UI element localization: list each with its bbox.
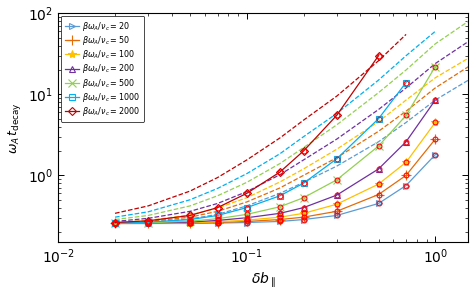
$\beta\omega_A/\nu_c = 20$ xyxy=(334,214,339,217)
$\beta\omega_A/\nu_c = 1000$ xyxy=(187,218,193,221)
$\beta\omega_A/\nu_c = 100$ xyxy=(334,202,339,206)
$\beta\omega_A/\nu_c = 2000$ xyxy=(112,221,118,224)
$\beta\omega_A/\nu_c = 1000$ xyxy=(146,220,151,224)
$\beta\omega_A/\nu_c = 200$ xyxy=(301,206,306,209)
$\beta\omega_A/\nu_c = 50$ xyxy=(432,137,438,141)
$\beta\omega_A/\nu_c = 200$ xyxy=(334,193,339,197)
$\beta\omega_A/\nu_c = 500$ xyxy=(376,144,382,148)
$\beta\omega_A/\nu_c = 200$ xyxy=(215,219,220,222)
$\beta\omega_A/\nu_c = 100$ xyxy=(112,222,118,225)
$\beta\omega_A/\nu_c = 1000$ xyxy=(112,221,118,225)
$\beta\omega_A/\nu_c = 20$ xyxy=(403,184,409,187)
Line: $\beta\omega_A/\nu_c = 200$: $\beta\omega_A/\nu_c = 200$ xyxy=(111,96,439,227)
$\beta\omega_A/\nu_c = 100$ xyxy=(187,221,193,225)
$\beta\omega_A/\nu_c = 1000$ xyxy=(301,181,306,185)
$\beta\omega_A/\nu_c = 2000$ xyxy=(334,114,339,117)
$\beta\omega_A/\nu_c = 20$ xyxy=(301,218,306,221)
$\beta\omega_A/\nu_c = 20$ xyxy=(112,222,118,225)
$\beta\omega_A/\nu_c = 200$ xyxy=(187,220,193,224)
$\beta\omega_A/\nu_c = 200$ xyxy=(244,216,250,220)
$\beta\omega_A/\nu_c = 50$ xyxy=(301,215,306,219)
$\beta\omega_A/\nu_c = 100$ xyxy=(301,212,306,215)
$\beta\omega_A/\nu_c = 500$ xyxy=(244,213,250,216)
$\beta\omega_A/\nu_c = 50$ xyxy=(403,174,409,177)
$\beta\omega_A/\nu_c = 200$ xyxy=(376,167,382,171)
Line: $\beta\omega_A/\nu_c = 500$: $\beta\omega_A/\nu_c = 500$ xyxy=(111,62,439,228)
$\beta\omega_A/\nu_c = 50$ xyxy=(277,218,283,221)
$\beta\omega_A/\nu_c = 200$ xyxy=(146,221,151,225)
$\beta\omega_A/\nu_c = 200$ xyxy=(112,222,118,225)
$\beta\omega_A/\nu_c = 50$ xyxy=(146,222,151,225)
$\beta\omega_A/\nu_c = 500$ xyxy=(301,196,306,200)
Line: $\beta\omega_A/\nu_c = 20$: $\beta\omega_A/\nu_c = 20$ xyxy=(111,151,439,227)
$\beta\omega_A/\nu_c = 1000$ xyxy=(403,81,409,84)
Line: $\beta\omega_A/\nu_c = 1000$: $\beta\omega_A/\nu_c = 1000$ xyxy=(112,80,409,226)
$\beta\omega_A/\nu_c = 50$ xyxy=(187,221,193,225)
X-axis label: $\delta b_{\parallel}$: $\delta b_{\parallel}$ xyxy=(251,271,276,290)
$\beta\omega_A/\nu_c = 100$ xyxy=(432,121,438,124)
$\beta\omega_A/\nu_c = 100$ xyxy=(403,160,409,164)
$\beta\omega_A/\nu_c = 2000$ xyxy=(277,170,283,174)
$\beta\omega_A/\nu_c = 500$ xyxy=(146,221,151,225)
$\beta\omega_A/\nu_c = 2000$ xyxy=(146,219,151,223)
$\beta\omega_A/\nu_c = 20$ xyxy=(376,202,382,205)
$\beta\omega_A/\nu_c = 20$ xyxy=(244,221,250,224)
$\beta\omega_A/\nu_c = 100$ xyxy=(215,220,220,223)
$\beta\omega_A/\nu_c = 500$ xyxy=(334,178,339,182)
$\beta\omega_A/\nu_c = 20$ xyxy=(277,220,283,223)
Legend: $\beta\omega_A/\nu_c = 20$, $\beta\omega_A/\nu_c = 50$, $\beta\omega_A/\nu_c = 1: $\beta\omega_A/\nu_c = 20$, $\beta\omega… xyxy=(61,16,145,122)
$\beta\omega_A/\nu_c = 100$ xyxy=(244,218,250,222)
$\beta\omega_A/\nu_c = 20$ xyxy=(432,153,438,157)
$\beta\omega_A/\nu_c = 2000$ xyxy=(187,214,193,217)
$\beta\omega_A/\nu_c = 500$ xyxy=(432,65,438,68)
$\beta\omega_A/\nu_c = 50$ xyxy=(334,210,339,213)
$\beta\omega_A/\nu_c = 200$ xyxy=(277,212,283,215)
$\beta\omega_A/\nu_c = 2000$ xyxy=(215,206,220,209)
Y-axis label: $\omega_A \, t_{\mathrm{decay}}$: $\omega_A \, t_{\mathrm{decay}}$ xyxy=(6,102,23,154)
$\beta\omega_A/\nu_c = 1000$ xyxy=(277,194,283,197)
$\beta\omega_A/\nu_c = 20$ xyxy=(146,222,151,225)
$\beta\omega_A/\nu_c = 200$ xyxy=(432,98,438,102)
$\beta\omega_A/\nu_c = 100$ xyxy=(376,182,382,186)
$\beta\omega_A/\nu_c = 20$ xyxy=(215,221,220,225)
$\beta\omega_A/\nu_c = 50$ xyxy=(376,193,382,196)
Line: $\beta\omega_A/\nu_c = 100$: $\beta\omega_A/\nu_c = 100$ xyxy=(111,118,439,228)
$\beta\omega_A/\nu_c = 500$ xyxy=(277,205,283,208)
$\beta\omega_A/\nu_c = 2000$ xyxy=(301,149,306,153)
$\beta\omega_A/\nu_c = 1000$ xyxy=(215,214,220,217)
$\beta\omega_A/\nu_c = 500$ xyxy=(215,217,220,221)
$\beta\omega_A/\nu_c = 2000$ xyxy=(376,54,382,57)
$\beta\omega_A/\nu_c = 50$ xyxy=(215,221,220,224)
$\beta\omega_A/\nu_c = 1000$ xyxy=(334,157,339,161)
$\beta\omega_A/\nu_c = 50$ xyxy=(244,220,250,223)
Line: $\beta\omega_A/\nu_c = 2000$: $\beta\omega_A/\nu_c = 2000$ xyxy=(112,53,381,225)
$\beta\omega_A/\nu_c = 1000$ xyxy=(376,117,382,120)
$\beta\omega_A/\nu_c = 200$ xyxy=(403,140,409,144)
$\beta\omega_A/\nu_c = 500$ xyxy=(112,221,118,225)
$\beta\omega_A/\nu_c = 2000$ xyxy=(244,192,250,195)
$\beta\omega_A/\nu_c = 500$ xyxy=(403,114,409,117)
$\beta\omega_A/\nu_c = 500$ xyxy=(187,219,193,223)
$\beta\omega_A/\nu_c = 100$ xyxy=(277,215,283,219)
Line: $\beta\omega_A/\nu_c = 50$: $\beta\omega_A/\nu_c = 50$ xyxy=(110,134,440,228)
$\beta\omega_A/\nu_c = 20$ xyxy=(187,222,193,225)
$\beta\omega_A/\nu_c = 1000$ xyxy=(244,206,250,209)
$\beta\omega_A/\nu_c = 100$ xyxy=(146,221,151,225)
$\beta\omega_A/\nu_c = 50$ xyxy=(112,222,118,225)
